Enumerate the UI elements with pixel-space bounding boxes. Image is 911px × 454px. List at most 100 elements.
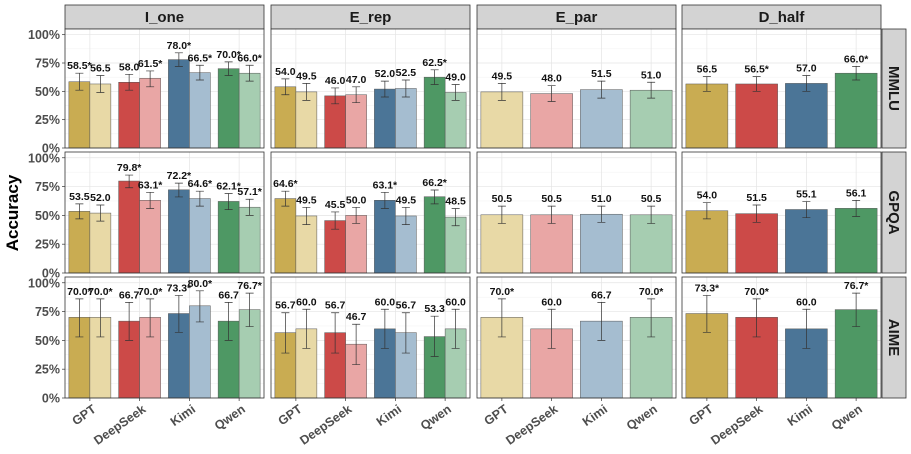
data-label: 49.5 bbox=[296, 70, 317, 82]
data-label: 49.5 bbox=[296, 194, 317, 206]
data-label: 46.7 bbox=[346, 311, 367, 323]
error-bar bbox=[75, 72, 84, 91]
data-label: 52.0 bbox=[375, 68, 396, 80]
data-label: 66.7 bbox=[119, 289, 140, 301]
error-bar bbox=[331, 87, 340, 105]
y-tick-label: 25% bbox=[35, 238, 60, 252]
facet-title-e-rep: E_rep bbox=[350, 9, 392, 26]
facet-title-i-one: I_one bbox=[145, 9, 184, 26]
error-bar bbox=[380, 191, 389, 209]
error-bar bbox=[96, 204, 105, 222]
facet-title-gpqa: GPQA bbox=[885, 190, 902, 234]
bar-deepseek bbox=[735, 83, 778, 149]
data-label: 49.5 bbox=[396, 194, 417, 206]
panel-gpqa-e-par: 50.5 50.5 51.0 50.5 bbox=[476, 151, 677, 274]
x-tick-label-deepseek: DeepSeek bbox=[297, 402, 354, 448]
error-bar bbox=[195, 290, 204, 323]
y-tick-label: 100% bbox=[28, 28, 60, 42]
data-label: 56.1 bbox=[846, 187, 867, 199]
panel-aime-e-par: 70.0* 60.0 66.7 70.0* bbox=[476, 276, 677, 399]
error-bar bbox=[547, 85, 556, 102]
bar-deepseek bbox=[118, 180, 140, 274]
bar-gpt bbox=[685, 210, 729, 274]
error-bar bbox=[96, 75, 105, 93]
data-label: 55.1 bbox=[796, 189, 817, 201]
bar-qwen-light bbox=[444, 92, 467, 149]
error-bar bbox=[752, 76, 761, 92]
data-label: 64.6* bbox=[188, 178, 213, 190]
data-label: 60.0 bbox=[296, 296, 317, 308]
data-label: 49.0 bbox=[445, 72, 466, 84]
bar-kimi-light bbox=[395, 88, 417, 149]
error-bar bbox=[224, 193, 233, 210]
error-bar bbox=[125, 302, 134, 341]
x-tick-label-kimi: Kimi bbox=[168, 402, 198, 429]
data-label: 66.0* bbox=[844, 53, 869, 65]
bar-gpt-light bbox=[480, 91, 524, 149]
panel-border bbox=[476, 28, 677, 149]
data-label: 70.0* bbox=[639, 286, 664, 298]
panel-gpqa-d-half: 54.0 51.5 55.1 56.1 bbox=[681, 151, 882, 274]
x-tick-label-qwen: Qwen bbox=[624, 402, 660, 433]
error-bar bbox=[174, 182, 183, 198]
error-bar bbox=[302, 308, 311, 349]
data-label: 46.0 bbox=[325, 75, 346, 87]
error-bar bbox=[195, 190, 204, 207]
panel-border bbox=[270, 151, 471, 274]
y-tick-label: 100% bbox=[28, 151, 60, 165]
error-bar bbox=[401, 79, 410, 98]
error-bar bbox=[401, 206, 410, 225]
bar-kimi-light bbox=[189, 72, 211, 149]
bar-gpt-light bbox=[89, 212, 112, 274]
bar-gpt bbox=[274, 198, 297, 274]
facet-strip-d-half bbox=[681, 4, 882, 30]
panel-border bbox=[64, 28, 265, 149]
data-label: 57.1* bbox=[237, 186, 262, 198]
error-bar bbox=[451, 308, 460, 349]
facet-strip-e-rep bbox=[270, 4, 471, 30]
data-label: 56.7 bbox=[325, 300, 346, 312]
data-label: 56.5 bbox=[697, 64, 718, 76]
data-label: 70.0* bbox=[216, 49, 241, 61]
panel-border bbox=[270, 276, 471, 399]
error-bar bbox=[352, 86, 361, 104]
data-label: 60.0 bbox=[375, 296, 396, 308]
error-bar bbox=[331, 211, 340, 230]
panel-border bbox=[270, 28, 471, 149]
bar-deepseek-light bbox=[530, 214, 573, 274]
data-label: 62.1* bbox=[216, 180, 241, 192]
facet-strip-aime bbox=[881, 276, 907, 399]
bar-kimi-light bbox=[189, 198, 211, 274]
error-bar bbox=[430, 315, 439, 357]
error-bar bbox=[281, 78, 290, 96]
error-bar bbox=[702, 202, 711, 220]
data-label: 48.5 bbox=[445, 195, 466, 207]
bar-kimi bbox=[785, 83, 828, 149]
error-bar bbox=[174, 295, 183, 333]
panel-mmlu-e-par: 49.5 48.0 51.5 51.0 bbox=[476, 28, 677, 149]
error-bar bbox=[245, 64, 254, 82]
y-tick-label: 75% bbox=[35, 57, 60, 71]
data-label: 62.5* bbox=[422, 57, 447, 69]
panel-aime-i-one: 70.0*70.0* 66.770.0* 73.3*80.0*66.776.7* bbox=[64, 276, 265, 399]
bar-deepseek-light bbox=[345, 215, 367, 274]
error-bar bbox=[802, 308, 811, 349]
data-label: 73.3* bbox=[167, 282, 192, 294]
data-label: 70.0* bbox=[744, 286, 769, 298]
error-bar bbox=[430, 69, 439, 85]
data-label: 53.5 bbox=[69, 191, 90, 203]
x-tick-label-qwen: Qwen bbox=[829, 402, 865, 433]
data-label: 70.0* bbox=[67, 286, 92, 298]
data-label: 70.0* bbox=[88, 286, 113, 298]
bar-kimi bbox=[374, 88, 396, 149]
data-label: 49.5 bbox=[492, 70, 513, 82]
x-tick-label-qwen: Qwen bbox=[418, 402, 454, 433]
error-bar bbox=[852, 292, 861, 327]
data-label: 60.0 bbox=[541, 296, 562, 308]
facet-title-e-par: E_par bbox=[556, 9, 598, 26]
data-label: 51.0 bbox=[641, 69, 662, 81]
y-tick-label: 50% bbox=[35, 85, 60, 99]
bar-gpt bbox=[68, 81, 91, 149]
error-bar bbox=[96, 298, 105, 338]
bar-qwen bbox=[834, 208, 878, 274]
